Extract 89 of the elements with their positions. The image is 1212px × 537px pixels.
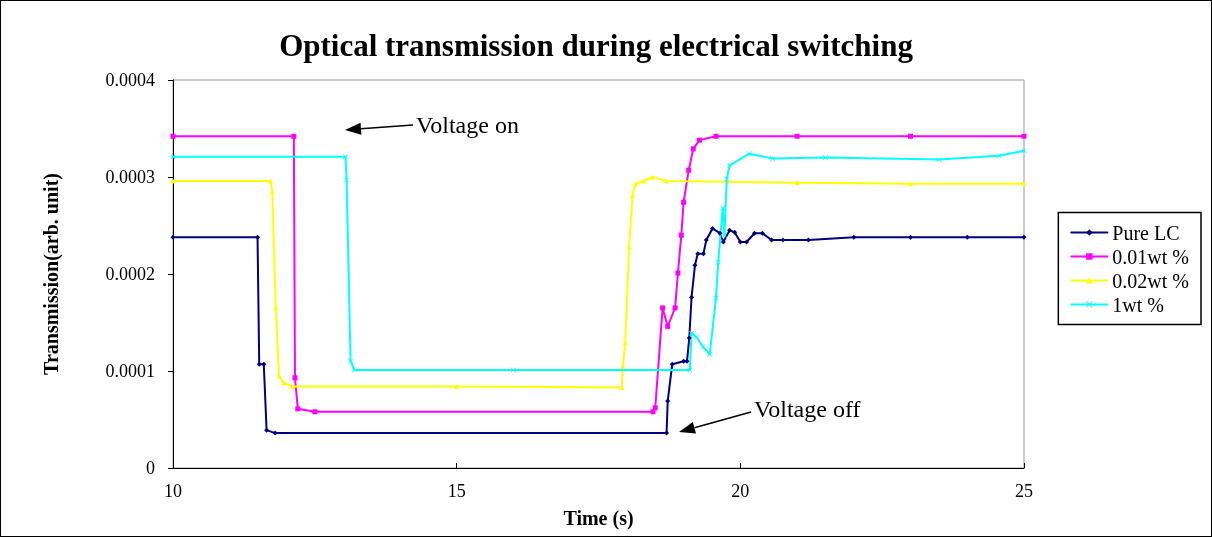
point <box>454 384 460 390</box>
y-axis-title: Transmission(arb. unit) <box>40 173 63 375</box>
x-tick-label: 20 <box>731 481 750 501</box>
point <box>170 133 176 139</box>
point <box>732 229 738 235</box>
point <box>684 358 690 364</box>
chart-title: Optical transmission during electrical switching <box>279 28 914 63</box>
point <box>272 430 278 436</box>
legend-label: Pure LC <box>1112 221 1180 244</box>
point <box>707 352 713 358</box>
point <box>295 406 301 412</box>
y-tick-label: 0.0004 <box>105 70 155 90</box>
point <box>686 167 692 173</box>
x-axis-title: Time (s) <box>563 507 634 530</box>
point <box>908 133 914 139</box>
point <box>291 133 297 139</box>
point <box>822 155 828 161</box>
point <box>261 361 267 367</box>
point <box>170 234 176 240</box>
point <box>650 409 656 415</box>
point <box>794 180 800 186</box>
point <box>721 232 727 238</box>
point <box>672 305 678 311</box>
point <box>689 294 695 300</box>
point <box>312 409 318 415</box>
point <box>770 156 776 162</box>
point <box>269 189 275 195</box>
point <box>342 154 348 160</box>
point <box>908 181 914 187</box>
point <box>686 335 692 341</box>
point <box>1021 181 1027 187</box>
point <box>727 162 733 168</box>
point <box>281 380 287 386</box>
point <box>936 157 942 163</box>
point <box>692 262 698 268</box>
point <box>669 361 675 367</box>
point <box>292 375 298 381</box>
point <box>696 137 702 143</box>
point <box>1021 234 1027 240</box>
y-tick-label: 0.0003 <box>105 167 155 187</box>
point <box>752 230 758 236</box>
point <box>170 178 176 184</box>
point <box>794 133 800 139</box>
point <box>256 361 262 367</box>
point <box>851 234 857 240</box>
point <box>700 251 706 257</box>
point <box>710 225 716 231</box>
point <box>689 330 695 336</box>
point <box>727 227 733 233</box>
point <box>681 199 687 205</box>
point <box>908 234 914 240</box>
point <box>695 251 701 257</box>
point <box>964 234 970 240</box>
x-tick-label: 10 <box>164 481 182 501</box>
point <box>715 259 721 265</box>
point <box>1021 133 1027 139</box>
point <box>665 323 671 329</box>
x-tick-label: 15 <box>447 481 466 501</box>
point <box>678 232 684 238</box>
point <box>737 239 743 245</box>
point <box>665 398 671 404</box>
point <box>652 405 658 411</box>
point <box>289 384 295 390</box>
point <box>780 237 786 243</box>
annotation: Voltage off <box>754 395 861 423</box>
point <box>264 427 270 433</box>
point <box>649 174 655 180</box>
point <box>720 239 726 245</box>
point <box>713 133 719 139</box>
point <box>703 237 709 243</box>
point <box>746 151 752 157</box>
legend-label: 0.01wt % <box>1112 245 1190 268</box>
y-tick-label: 0.0002 <box>105 264 155 284</box>
point <box>744 239 750 245</box>
point <box>717 230 723 236</box>
y-tick-label: 0.0001 <box>105 361 155 381</box>
point <box>759 230 765 236</box>
point <box>255 234 261 240</box>
point <box>675 270 681 276</box>
point <box>664 430 670 436</box>
legend-label: 1wt % <box>1112 293 1165 316</box>
point <box>681 358 687 364</box>
point <box>660 305 666 311</box>
legend-label: 0.02wt % <box>1112 269 1190 292</box>
point <box>690 146 696 152</box>
x-tick-label: 25 <box>1015 481 1033 501</box>
y-tick-label: 0 <box>146 458 155 478</box>
annotation: Voltage on <box>416 111 519 139</box>
point <box>348 358 354 364</box>
